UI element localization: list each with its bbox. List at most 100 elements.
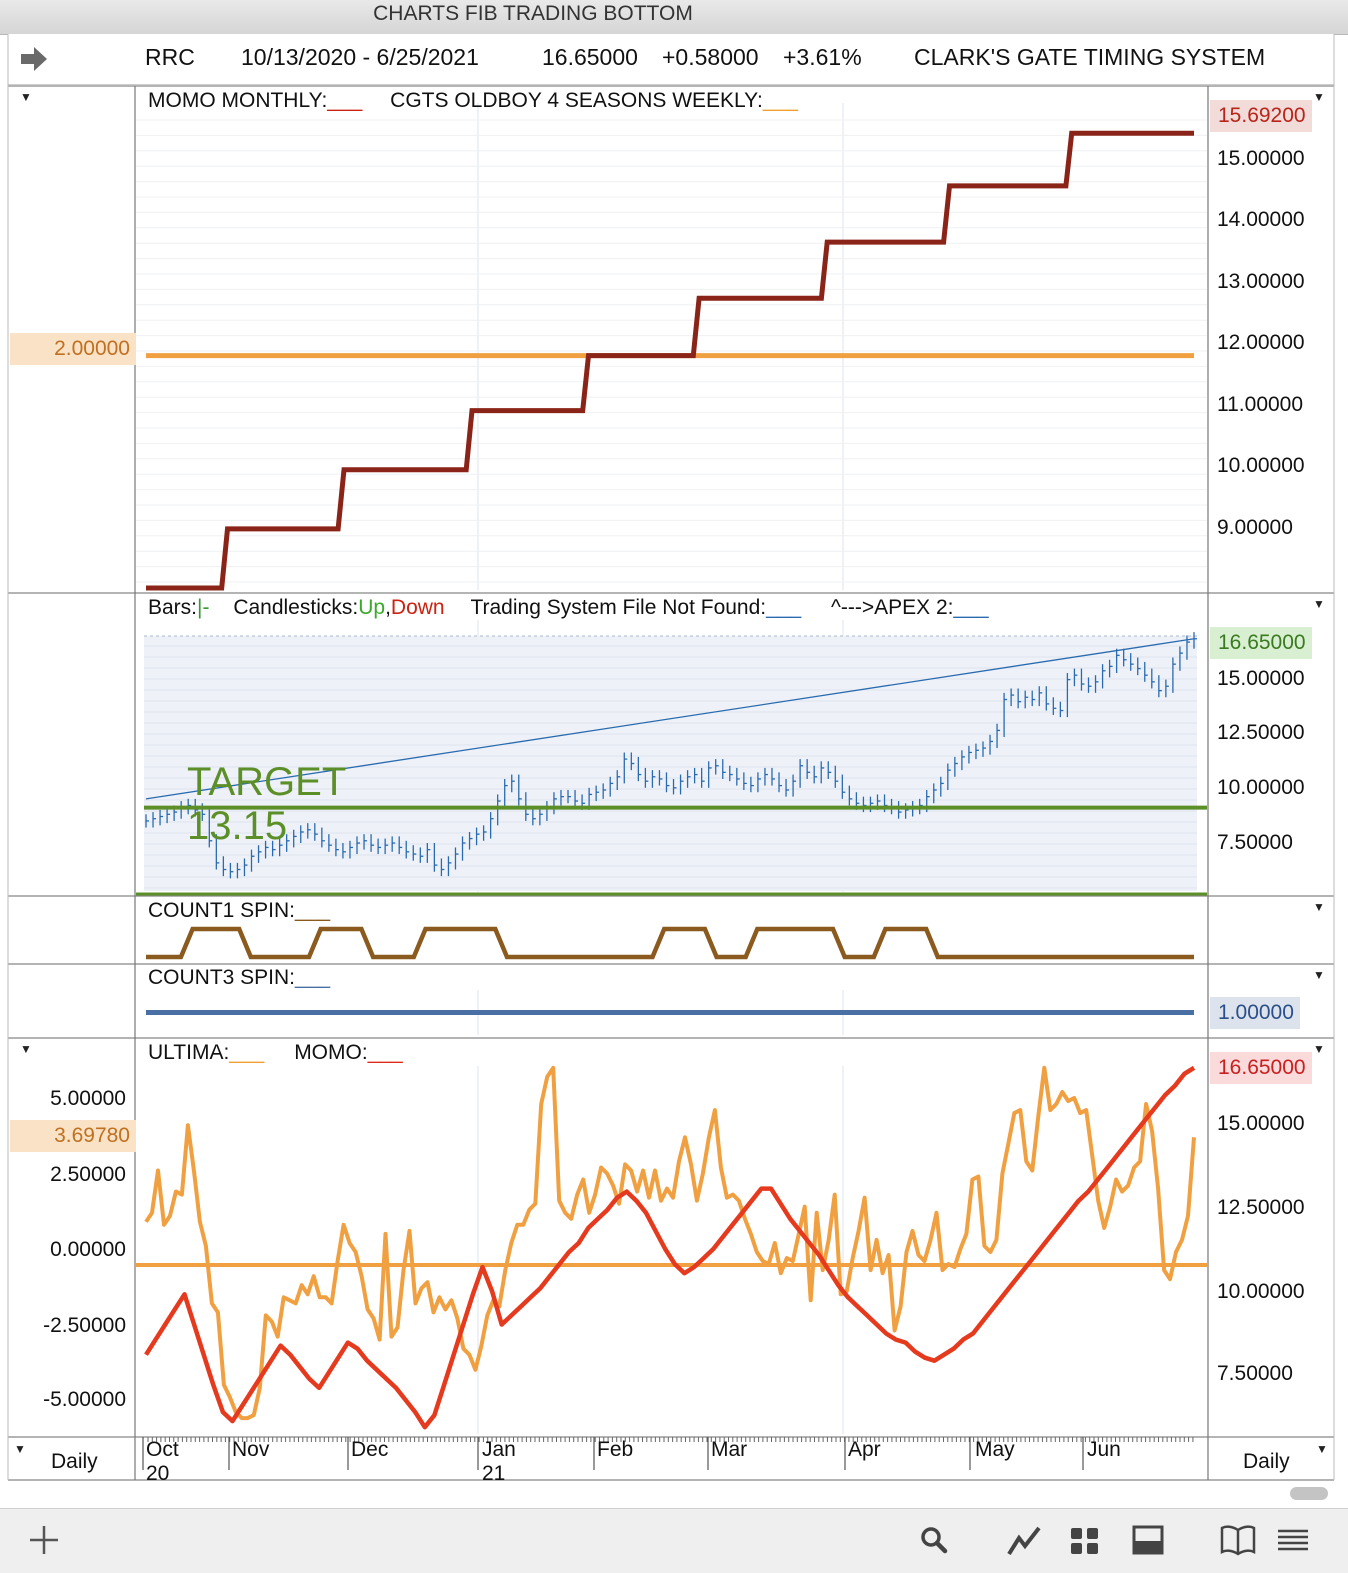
momo-line xyxy=(144,1065,1196,1430)
arrow-right-icon[interactable] xyxy=(20,46,48,72)
oldboy-level-badge: 2.00000 xyxy=(10,333,136,365)
ultima-legend: ULTIMA:___ MOMO:___ xyxy=(148,1041,403,1065)
panel-menu-chevron-down-icon[interactable]: ▼ xyxy=(20,90,32,104)
legend-apex-swatch: ___ xyxy=(953,596,989,619)
panel-menu-chevron-down-icon[interactable]: ▼ xyxy=(1313,900,1325,914)
price-legend: Bars:|- Candlesticks:Up,Down Trading Sys… xyxy=(148,596,989,620)
legend-cgts-oldboy-swatch: ___ xyxy=(762,89,798,112)
legend-bars: Bars: xyxy=(148,596,198,619)
legend-momo-monthly: MOMO MONTHLY: xyxy=(148,89,328,112)
momo-last-value-badge: 15.69200 xyxy=(1210,100,1312,132)
ultima-left-tick: 0.00000 xyxy=(50,1238,126,1261)
price-tick: 15.00000 xyxy=(1217,667,1305,690)
panel-menu-chevron-down-icon[interactable]: ▼ xyxy=(1313,968,1325,982)
month-label: Jun xyxy=(1087,1438,1121,1461)
ultima-left-tick: -2.50000 xyxy=(43,1314,126,1337)
ultima-left-tick: -5.00000 xyxy=(43,1388,126,1411)
target-annotation: TARGET 13.15 xyxy=(187,760,346,848)
momo-legend: MOMO MONTHLY:___ CGTS OLDBOY 4 SEASONS W… xyxy=(148,89,798,113)
legend-momo-monthly-swatch: ___ xyxy=(327,89,363,112)
symbol-label: RRC xyxy=(145,44,195,70)
month-label: Nov xyxy=(232,1438,270,1461)
count3-value-badge: 1.00000 xyxy=(1210,997,1300,1029)
bottom-toolbar xyxy=(0,1508,1348,1573)
apex-2-line xyxy=(145,638,1195,800)
legend-cgts-oldboy: CGTS OLDBOY 4 SEASONS WEEKLY: xyxy=(390,89,763,112)
ultima-line xyxy=(144,1065,1196,1421)
period-selector-right[interactable]: Daily xyxy=(1243,1450,1290,1473)
panel-menu-chevron-down-icon[interactable]: ▼ xyxy=(1313,597,1325,611)
window-title: CHARTS FIB TRADING BOTTOM xyxy=(373,2,693,25)
month-label: Mar xyxy=(711,1438,748,1461)
legend-down: Down xyxy=(390,596,445,619)
grid-icon[interactable] xyxy=(1065,1520,1105,1560)
horizontal-scrollbar-thumb[interactable] xyxy=(1290,1487,1328,1500)
price-last-value-badge: 16.65000 xyxy=(1210,627,1312,659)
momo-tick: 9.00000 xyxy=(1217,516,1293,539)
line-chart-icon[interactable] xyxy=(1005,1520,1045,1560)
system-name: CLARK'S GATE TIMING SYSTEM xyxy=(914,44,1266,70)
panel-menu-chevron-down-icon[interactable]: ▼ xyxy=(1313,1042,1325,1056)
legend-count1-swatch: ___ xyxy=(295,899,331,922)
legend-momo: MOMO: xyxy=(294,1041,368,1064)
target-label: TARGET xyxy=(187,760,347,804)
month-label: Apr xyxy=(848,1438,881,1461)
legend-momo-swatch: ___ xyxy=(367,1041,403,1064)
year-label: 21 xyxy=(482,1462,506,1485)
legend-trading-system-swatch: ___ xyxy=(766,596,802,619)
quote-header: RRC 10/13/2020 - 6/25/2021 16.65000 +0.5… xyxy=(8,34,1334,85)
momo-tick: 10.00000 xyxy=(1217,454,1305,477)
price-tick: 7.50000 xyxy=(1217,831,1293,854)
layout-icon[interactable] xyxy=(1128,1520,1168,1560)
ultima-right-tick: 10.00000 xyxy=(1217,1280,1305,1303)
pct-change: +3.61% xyxy=(783,44,862,70)
price-tick: 10.00000 xyxy=(1217,776,1305,799)
add-icon[interactable] xyxy=(24,1520,64,1560)
ultima-last-badge: 3.69780 xyxy=(10,1120,136,1152)
month-label: Oct xyxy=(146,1438,179,1461)
target-value: 13.15 xyxy=(187,804,288,848)
panel-menu-chevron-down-icon[interactable]: ▼ xyxy=(1313,90,1325,104)
ultima-left-tick: 5.00000 xyxy=(50,1087,126,1110)
legend-bars-swatch: |- xyxy=(197,596,210,619)
search-icon[interactable] xyxy=(914,1520,954,1560)
legend-comma: , xyxy=(385,596,391,619)
momo-tick: 12.00000 xyxy=(1217,331,1305,354)
ultima-left-tick: 2.50000 xyxy=(50,1163,126,1186)
period-chevron-down-icon[interactable]: ▼ xyxy=(1316,1442,1328,1456)
ultima-right-tick: 7.50000 xyxy=(1217,1362,1293,1385)
book-icon[interactable] xyxy=(1218,1520,1258,1560)
period-chevron-down-icon[interactable]: ▼ xyxy=(14,1442,26,1456)
menu-icon[interactable] xyxy=(1273,1520,1313,1560)
momo-tick: 11.00000 xyxy=(1217,393,1304,416)
month-label: Feb xyxy=(597,1438,634,1461)
price-tick: 12.50000 xyxy=(1217,721,1305,744)
period-selector-left[interactable]: Daily xyxy=(51,1450,98,1473)
legend-up: Up xyxy=(358,596,386,619)
legend-count3-swatch: ___ xyxy=(295,966,331,989)
panel-menu-chevron-down-icon[interactable]: ▼ xyxy=(20,1042,32,1056)
legend-ultima-swatch: ___ xyxy=(229,1041,265,1064)
momo-tick: 14.00000 xyxy=(1217,208,1305,231)
ultima-momo-last-badge: 16.65000 xyxy=(1210,1052,1312,1084)
price-change: +0.58000 xyxy=(662,44,759,70)
legend-apex: ^--->APEX 2: xyxy=(831,596,954,619)
last-price: 16.65000 xyxy=(542,44,638,70)
legend-count1: COUNT1 SPIN: xyxy=(148,899,296,922)
month-label: Dec xyxy=(351,1438,389,1461)
legend-trading-system: Trading System File Not Found: xyxy=(470,596,767,619)
month-label: May xyxy=(975,1438,1015,1461)
momo-tick: 13.00000 xyxy=(1217,270,1305,293)
count3-legend: COUNT3 SPIN:___ xyxy=(148,966,330,990)
legend-candlesticks: Candlesticks: xyxy=(233,596,359,619)
ultima-right-tick: 12.50000 xyxy=(1217,1196,1305,1219)
momo-tick: 15.00000 xyxy=(1217,147,1305,170)
legend-count3: COUNT3 SPIN: xyxy=(148,966,296,989)
month-label: Jan xyxy=(482,1438,516,1461)
count1-legend: COUNT1 SPIN:___ xyxy=(148,899,330,923)
date-range: 10/13/2020 - 6/25/2021 xyxy=(241,44,479,70)
year-label: 20 xyxy=(146,1462,170,1485)
count1-spin-line xyxy=(146,926,1194,960)
ultima-right-tick: 15.00000 xyxy=(1217,1112,1305,1135)
